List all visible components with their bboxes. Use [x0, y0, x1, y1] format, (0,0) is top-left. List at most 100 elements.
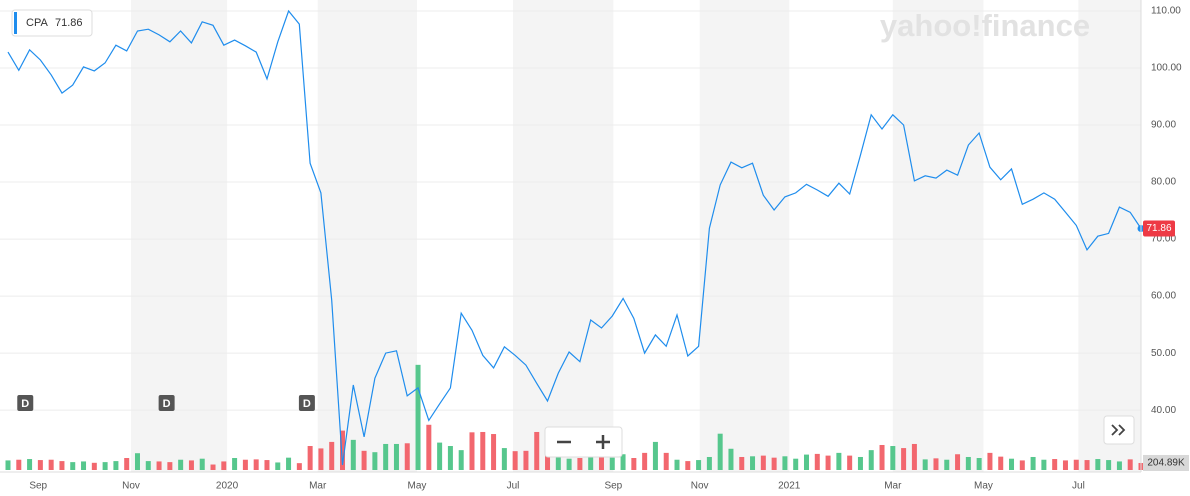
- x-tick-label: Nov: [691, 481, 709, 492]
- legend-symbol: CPA: [26, 17, 48, 29]
- volume-bar: [803, 454, 809, 470]
- watermark: yahoo!finance: [880, 8, 1090, 43]
- volume-bar: [868, 450, 874, 470]
- scroll-box[interactable]: [1103, 415, 1135, 445]
- volume-bar: [124, 458, 130, 470]
- price-tag: [1143, 220, 1175, 237]
- x-tick-label: May: [974, 481, 993, 492]
- volume-bar: [210, 464, 216, 470]
- volume-bar: [437, 442, 443, 470]
- volume: [5, 364, 1144, 470]
- month-band: [317, 0, 417, 472]
- volume-bar: [469, 432, 475, 470]
- volume-bar: [134, 453, 140, 470]
- y-tick-label: 40.00: [1151, 405, 1176, 416]
- volume-bar: [847, 455, 853, 470]
- volume-bar: [340, 430, 346, 470]
- volume-bar: [955, 454, 961, 470]
- price-tag-label: 71.86: [1146, 223, 1171, 234]
- y-tick-label: 80.00: [1151, 177, 1176, 188]
- volume-bar: [706, 456, 712, 470]
- volume-bar: [102, 462, 108, 470]
- chevron: [1111, 424, 1119, 436]
- volume-bar: [1127, 459, 1133, 470]
- volume-bar: [415, 364, 421, 470]
- volume-bar: [566, 458, 572, 470]
- volume-bar: [760, 455, 766, 470]
- x-tick-label: 2021: [778, 481, 801, 492]
- volume-bar: [361, 450, 367, 470]
- dividend-label: D: [163, 398, 171, 410]
- zoom-controls[interactable]: [544, 426, 623, 458]
- volume-bar: [717, 433, 723, 470]
- volume-bar: [404, 443, 410, 470]
- axis: Sep Nov 2020 Mar May Jul Sep Nov 2021 Mar May Jul 40…: [29, 6, 1189, 492]
- volume-bar: [253, 459, 259, 470]
- volume-bar: [911, 443, 917, 470]
- volume-bar: [1009, 458, 1015, 470]
- volume-bar: [167, 462, 173, 470]
- volume-bar: [836, 452, 842, 470]
- volume-bar: [631, 458, 637, 470]
- month-band: [1078, 0, 1141, 472]
- volume-bar: [296, 463, 302, 470]
- volume-bar: [1073, 459, 1079, 470]
- volume-bar: [5, 460, 11, 470]
- month-band: [892, 0, 984, 472]
- volume-bar: [91, 462, 97, 470]
- volume-bar: [393, 443, 399, 470]
- x-tick-label: Mar: [884, 481, 902, 492]
- volume-bar: [728, 448, 734, 470]
- volume-bar: [286, 457, 292, 470]
- volume-bar: [1030, 456, 1036, 470]
- volume-bar: [944, 459, 950, 470]
- x-tick-label: Jul: [507, 481, 520, 492]
- volume-bar: [534, 431, 540, 470]
- x-tick-label: Sep: [29, 481, 47, 492]
- y-tick-label: 70.00: [1151, 234, 1176, 245]
- volume-bar: [1095, 459, 1101, 470]
- volume-bar: [663, 452, 669, 470]
- volume-bar: [577, 458, 583, 470]
- volume-bar: [890, 446, 896, 470]
- volume-bar: [652, 441, 658, 470]
- y-tick-label: 90.00: [1151, 120, 1176, 131]
- volume-bar: [458, 450, 464, 470]
- legend-swatch: [14, 12, 17, 34]
- volume-bar: [188, 460, 194, 470]
- legend: CPA 71.86: [11, 9, 93, 37]
- volume-bar: [199, 458, 205, 470]
- dividend-marker: [158, 395, 175, 411]
- volume-bar: [739, 456, 745, 470]
- volume-bar: [383, 443, 389, 470]
- volume-bar: [588, 456, 594, 470]
- volume-bar: [16, 459, 22, 470]
- volume-bar: [372, 452, 378, 470]
- volume-bar: [609, 457, 615, 470]
- volume-bar: [523, 450, 529, 470]
- x-tick-label: 2020: [216, 481, 239, 492]
- volume-bar: [70, 462, 76, 470]
- volume-bar: [329, 441, 335, 470]
- month-band: [512, 0, 614, 472]
- volume-bar: [426, 424, 432, 470]
- zoom-box: [544, 426, 623, 458]
- volume-bar: [620, 454, 626, 470]
- y-tick-label: 110.00: [1151, 6, 1181, 17]
- y-tick-label: 100.00: [1151, 63, 1182, 74]
- y-tick-label: 50.00: [1151, 348, 1176, 359]
- volume-bar: [221, 461, 227, 470]
- volume-bar: [59, 461, 65, 470]
- volume-tag: [1143, 454, 1189, 471]
- volume-bar: [685, 461, 691, 470]
- chevron: [1118, 424, 1126, 436]
- volume-bar: [1062, 460, 1068, 470]
- volume-bar: [1116, 461, 1122, 470]
- volume-bar: [264, 460, 270, 470]
- scroll-button[interactable]: [1103, 415, 1135, 445]
- volume-bar: [1106, 460, 1112, 470]
- dividend-label: D: [303, 398, 311, 410]
- x-tick-label: Mar: [309, 481, 327, 492]
- volume-bar: [750, 456, 756, 470]
